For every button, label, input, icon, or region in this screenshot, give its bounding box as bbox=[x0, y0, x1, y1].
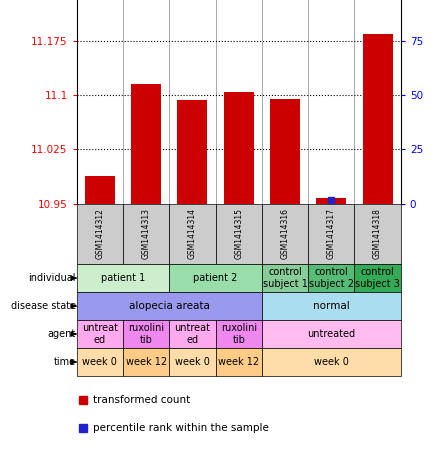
Text: disease state: disease state bbox=[11, 301, 76, 311]
Text: week 12: week 12 bbox=[218, 357, 259, 367]
Bar bbox=[354, 204, 401, 264]
Text: control
subject 3: control subject 3 bbox=[355, 267, 400, 289]
Bar bbox=[77, 204, 123, 264]
Text: GSM1414318: GSM1414318 bbox=[373, 208, 382, 260]
Text: untreat
ed: untreat ed bbox=[174, 323, 210, 345]
Bar bbox=[224, 92, 254, 204]
Bar bbox=[262, 292, 401, 320]
Bar bbox=[123, 320, 169, 348]
Bar bbox=[316, 198, 346, 204]
Bar bbox=[177, 100, 208, 204]
Bar bbox=[308, 204, 354, 264]
Bar bbox=[123, 348, 169, 376]
Text: untreat
ed: untreat ed bbox=[82, 323, 118, 345]
Text: GSM1414315: GSM1414315 bbox=[234, 208, 243, 260]
Text: week 0: week 0 bbox=[82, 357, 117, 367]
Bar bbox=[215, 320, 262, 348]
Text: transformed count: transformed count bbox=[93, 395, 190, 405]
Bar bbox=[77, 292, 262, 320]
Text: patient 1: patient 1 bbox=[101, 273, 145, 283]
Text: ruxolini
tib: ruxolini tib bbox=[128, 323, 164, 345]
Bar bbox=[308, 264, 354, 292]
Bar bbox=[169, 204, 215, 264]
Text: untreated: untreated bbox=[307, 329, 355, 339]
Text: GSM1414313: GSM1414313 bbox=[141, 208, 151, 260]
Text: agent: agent bbox=[47, 329, 76, 339]
Text: normal: normal bbox=[313, 301, 350, 311]
Bar bbox=[215, 204, 262, 264]
Bar bbox=[262, 320, 401, 348]
Bar bbox=[85, 176, 115, 204]
Bar bbox=[363, 34, 392, 204]
Text: ruxolini
tib: ruxolini tib bbox=[221, 323, 257, 345]
Bar bbox=[354, 264, 401, 292]
Text: alopecia areata: alopecia areata bbox=[129, 301, 210, 311]
Text: GSM1414312: GSM1414312 bbox=[95, 208, 104, 260]
Bar bbox=[131, 84, 161, 204]
Bar bbox=[77, 348, 123, 376]
Text: GSM1414314: GSM1414314 bbox=[188, 208, 197, 260]
Text: time: time bbox=[53, 357, 76, 367]
Bar bbox=[169, 264, 262, 292]
Bar bbox=[262, 204, 308, 264]
Bar bbox=[77, 320, 123, 348]
Text: individual: individual bbox=[28, 273, 76, 283]
Text: week 0: week 0 bbox=[175, 357, 210, 367]
Bar bbox=[77, 264, 169, 292]
Text: GSM1414317: GSM1414317 bbox=[327, 208, 336, 260]
Text: control
subject 2: control subject 2 bbox=[309, 267, 354, 289]
Bar bbox=[262, 348, 401, 376]
Text: week 12: week 12 bbox=[126, 357, 167, 367]
Text: control
subject 1: control subject 1 bbox=[262, 267, 307, 289]
Text: patient 2: patient 2 bbox=[193, 273, 238, 283]
Bar bbox=[215, 348, 262, 376]
Text: week 0: week 0 bbox=[314, 357, 349, 367]
Bar bbox=[262, 264, 308, 292]
Bar bbox=[169, 320, 215, 348]
Bar bbox=[169, 348, 215, 376]
Text: GSM1414316: GSM1414316 bbox=[280, 208, 290, 260]
Text: percentile rank within the sample: percentile rank within the sample bbox=[93, 423, 269, 434]
Bar bbox=[123, 204, 169, 264]
Bar bbox=[270, 99, 300, 204]
